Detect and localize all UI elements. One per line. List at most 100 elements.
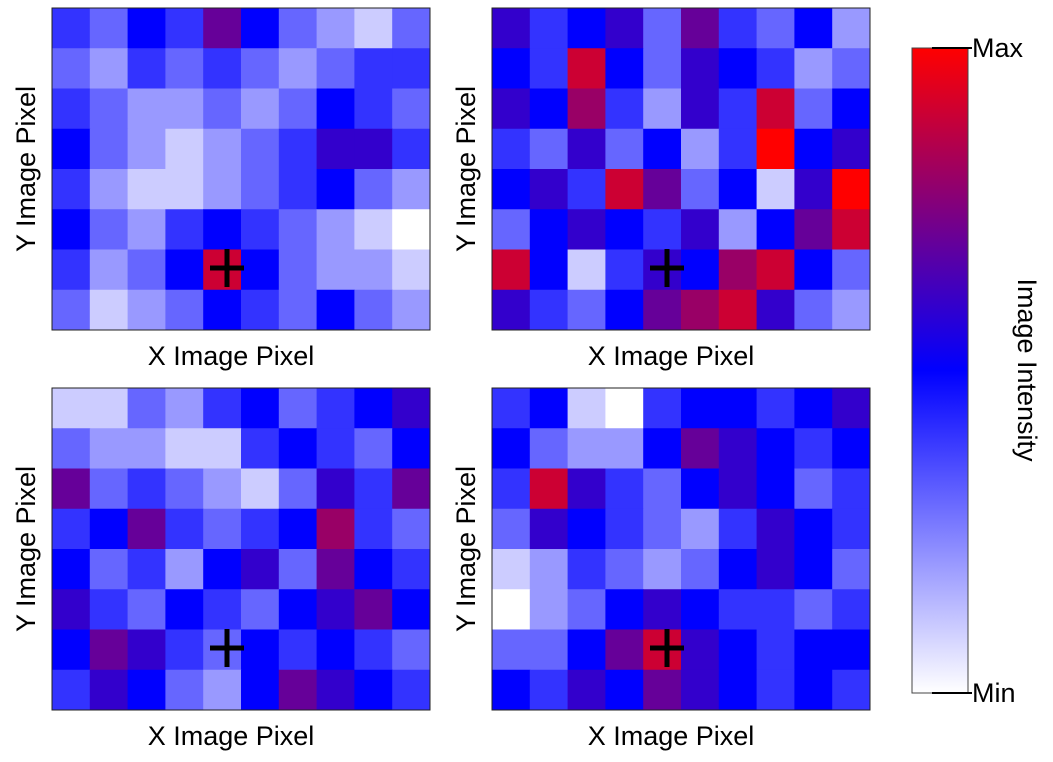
x-axis-label: X Image Pixel <box>588 721 755 751</box>
heatmap-cell <box>90 250 128 291</box>
heatmap-cell <box>90 209 128 250</box>
heatmap-cell <box>568 549 606 590</box>
heatmap-cell <box>354 48 392 89</box>
heatmap-cell <box>128 589 166 630</box>
heatmap-cell <box>392 469 430 510</box>
heatmap-cell <box>392 589 430 630</box>
heatmap-cell <box>165 469 203 510</box>
heatmap-cell <box>530 630 568 671</box>
heatmap-cell <box>832 630 870 671</box>
heatmap-cell <box>794 630 832 671</box>
heatmap-cell <box>832 89 870 130</box>
heatmap-cell <box>90 549 128 590</box>
heatmap-cell <box>128 250 166 291</box>
heatmap-cell <box>90 388 128 429</box>
heatmap-cell <box>52 8 90 49</box>
heatmap-cell <box>530 428 568 469</box>
heatmap-cell <box>279 209 317 250</box>
heatmap-cell <box>203 589 241 630</box>
heatmap-cell <box>643 549 681 590</box>
heatmap-cell <box>719 250 757 291</box>
heatmap-cell <box>52 589 90 630</box>
heatmap-cell <box>719 630 757 671</box>
heatmap-cell <box>128 48 166 89</box>
heatmap-cell <box>128 509 166 550</box>
heatmap-cell <box>492 129 530 170</box>
heatmap-cell <box>317 670 355 711</box>
heatmap-cell <box>354 209 392 250</box>
heatmap-cell <box>165 250 203 291</box>
heatmap-cell <box>392 290 430 331</box>
heatmap-cell <box>530 290 568 331</box>
heatmap-cell <box>354 630 392 671</box>
heatmap-cell <box>317 469 355 510</box>
heatmap-cell <box>52 250 90 291</box>
heatmap-cell <box>832 209 870 250</box>
heatmap-cell <box>241 290 279 331</box>
heatmap-cell <box>165 589 203 630</box>
heatmap-cell <box>719 169 757 210</box>
heatmap-cell <box>530 169 568 210</box>
heatmap-cell <box>52 388 90 429</box>
heatmap-cell <box>90 129 128 170</box>
heatmap-cell <box>832 428 870 469</box>
heatmap-cell <box>681 589 719 630</box>
heatmap-cell <box>492 250 530 291</box>
heatmap-cell <box>128 630 166 671</box>
heatmap-cell <box>128 129 166 170</box>
heatmap-cell <box>90 670 128 711</box>
heatmap-cell <box>165 630 203 671</box>
heatmap-cell <box>605 388 643 429</box>
y-axis-label: Y Image Pixel <box>11 466 41 632</box>
heatmap-cell <box>757 48 795 89</box>
heatmap-cell <box>757 469 795 510</box>
heatmap-cell <box>757 129 795 170</box>
heatmap-cell <box>832 509 870 550</box>
heatmap-cell <box>241 48 279 89</box>
heatmap-cell <box>52 428 90 469</box>
heatmap-cell <box>279 169 317 210</box>
heatmap-cell <box>530 469 568 510</box>
heatmap-cell <box>681 250 719 291</box>
heatmap-cell <box>643 670 681 711</box>
heatmap-cell <box>317 89 355 130</box>
heatmap-cell <box>90 509 128 550</box>
heatmap-cell <box>568 129 606 170</box>
heatmap-cell <box>832 388 870 429</box>
heatmap-cell <box>354 8 392 49</box>
heatmap-cell <box>90 630 128 671</box>
heatmap-cell <box>165 89 203 130</box>
heatmap-cell <box>317 169 355 210</box>
heatmap-cell <box>530 549 568 590</box>
heatmap-cell <box>90 169 128 210</box>
heatmap-cell <box>719 428 757 469</box>
heatmap-cell <box>241 549 279 590</box>
heatmap-cell <box>354 169 392 210</box>
heatmap-cell <box>279 589 317 630</box>
heatmap-cell <box>492 388 530 429</box>
heatmap-cell <box>203 169 241 210</box>
heatmap-cell <box>681 8 719 49</box>
heatmap-cell <box>568 469 606 510</box>
heatmap-cell <box>719 209 757 250</box>
heatmap-cell <box>719 388 757 429</box>
heatmap-cell <box>241 169 279 210</box>
heatmap-cell <box>719 8 757 49</box>
heatmap-cell <box>719 290 757 331</box>
heatmap-cell <box>757 89 795 130</box>
heatmap-cell <box>719 670 757 711</box>
heatmap-cell <box>241 8 279 49</box>
heatmap-cell <box>317 48 355 89</box>
heatmap-cell <box>392 388 430 429</box>
heatmap-cell <box>794 209 832 250</box>
heatmap-cell <box>279 89 317 130</box>
heatmap-cell <box>90 48 128 89</box>
heatmap-cell <box>605 589 643 630</box>
heatmap-cell <box>354 250 392 291</box>
heatmap-cell <box>279 129 317 170</box>
heatmap-cell <box>354 670 392 711</box>
heatmap-cell <box>128 8 166 49</box>
heatmap-cell <box>605 630 643 671</box>
heatmap-cell <box>165 290 203 331</box>
heatmap-cell <box>392 250 430 291</box>
